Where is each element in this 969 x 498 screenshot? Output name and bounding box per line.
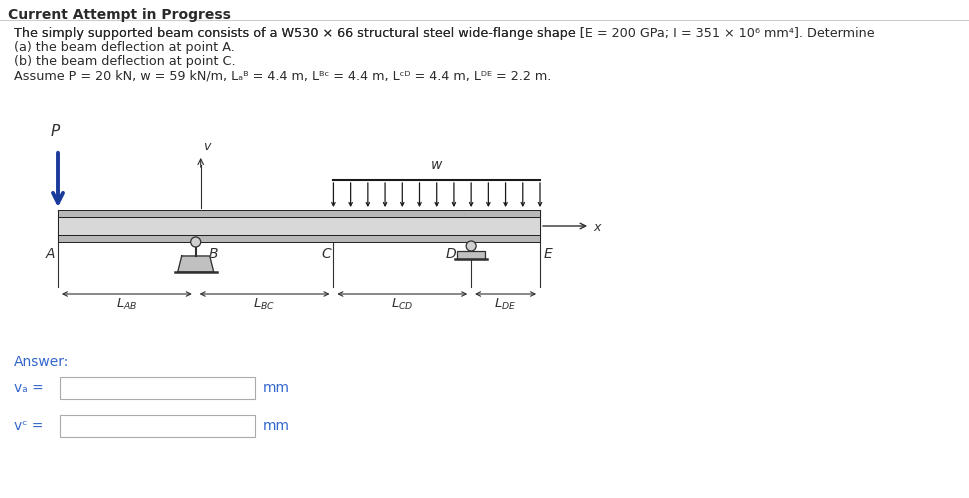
Text: Current Attempt in Progress: Current Attempt in Progress: [8, 8, 231, 22]
Circle shape: [191, 237, 201, 247]
Polygon shape: [58, 210, 540, 217]
Text: $L_{AB}$: $L_{AB}$: [116, 297, 138, 312]
Polygon shape: [58, 235, 540, 242]
Text: vₐ =: vₐ =: [14, 381, 44, 395]
Text: Answer:: Answer:: [14, 355, 70, 369]
Text: B: B: [208, 247, 218, 261]
FancyBboxPatch shape: [60, 415, 255, 437]
Polygon shape: [177, 256, 213, 272]
Polygon shape: [456, 251, 484, 259]
Text: w: w: [430, 158, 442, 172]
Text: P: P: [50, 124, 59, 139]
Circle shape: [466, 241, 476, 251]
Text: mm: mm: [263, 381, 290, 395]
Text: D: D: [446, 247, 456, 261]
Text: $L_{CD}$: $L_{CD}$: [391, 297, 413, 312]
Text: A: A: [46, 247, 54, 261]
Text: The simply supported beam consists of a W530 × 66 structural steel wide-flange s: The simply supported beam consists of a …: [14, 27, 874, 40]
Polygon shape: [58, 217, 540, 235]
Text: Assume P = 20 kN, w = 59 kN/m, Lₐᴮ = 4.4 m, Lᴮᶜ = 4.4 m, Lᶜᴰ = 4.4 m, Lᴰᴱ = 2.2 : Assume P = 20 kN, w = 59 kN/m, Lₐᴮ = 4.4…: [14, 69, 550, 82]
Text: mm: mm: [263, 419, 290, 433]
FancyBboxPatch shape: [60, 377, 255, 399]
Text: v: v: [203, 140, 210, 153]
Text: (a) the beam deflection at point A.: (a) the beam deflection at point A.: [14, 41, 234, 54]
Text: E: E: [543, 247, 551, 261]
Text: (b) the beam deflection at point C.: (b) the beam deflection at point C.: [14, 55, 235, 68]
Text: C: C: [321, 247, 331, 261]
Text: x: x: [592, 221, 600, 234]
Text: The simply supported beam consists of a W530 × 66 structural steel wide-flange s: The simply supported beam consists of a …: [14, 27, 584, 40]
Text: $L_{BC}$: $L_{BC}$: [253, 297, 275, 312]
Text: vᶜ =: vᶜ =: [14, 419, 44, 433]
Text: $L_{DE}$: $L_{DE}$: [494, 297, 516, 312]
